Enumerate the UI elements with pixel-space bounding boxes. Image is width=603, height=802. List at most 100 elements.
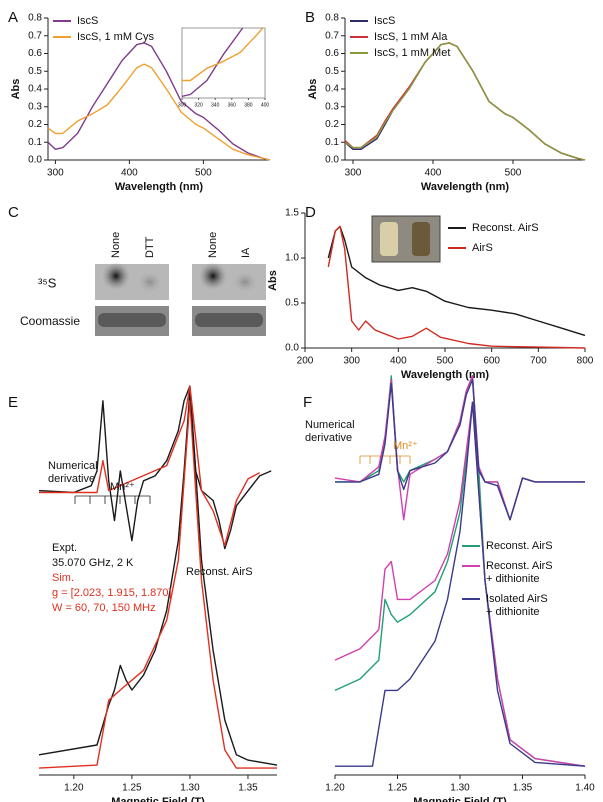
gel-band bbox=[98, 313, 166, 327]
x-axis-title: Wavelength (nm) bbox=[421, 181, 510, 193]
lane-label: None bbox=[207, 232, 219, 258]
y-tick-label: 0.5 bbox=[285, 298, 299, 309]
inset-frame bbox=[181, 27, 266, 99]
inset-x-tick-label: 400 bbox=[261, 102, 270, 108]
gel-band bbox=[102, 262, 130, 290]
panel-label: B bbox=[305, 9, 315, 26]
panel-label: A bbox=[8, 9, 18, 26]
gel-band bbox=[199, 262, 227, 290]
x-tick-label: 800 bbox=[577, 356, 594, 367]
marker-lines bbox=[74, 495, 151, 504]
inset-x-tick-label: 360 bbox=[228, 102, 237, 108]
y-tick-label: 0.5 bbox=[28, 66, 42, 77]
inset-x-tick-label: 300 bbox=[178, 102, 187, 108]
x-tick-label: 1.35 bbox=[513, 783, 533, 794]
y-tick-label: 0.0 bbox=[28, 155, 42, 166]
inset-x-tick-label: 320 bbox=[194, 102, 203, 108]
y-tick-label: 0.1 bbox=[28, 137, 42, 148]
x-tick-label: 1.25 bbox=[388, 783, 408, 794]
x-tick-label: 1.25 bbox=[122, 783, 142, 794]
series-line bbox=[334, 401, 586, 767]
photo-inset bbox=[371, 215, 441, 263]
x-axis-title: Wavelength (nm) bbox=[115, 181, 204, 193]
series-line bbox=[344, 42, 586, 161]
y-tick-label: 0.1 bbox=[325, 137, 339, 148]
y-tick-label: 0.3 bbox=[28, 101, 42, 112]
x-tick-label: 1.20 bbox=[64, 783, 84, 794]
lane-label: DTT bbox=[144, 236, 156, 258]
y-tick-label: 0.5 bbox=[325, 66, 339, 77]
x-tick-label: 300 bbox=[47, 168, 64, 179]
x-tick-label: 1.35 bbox=[238, 783, 258, 794]
lane-label: IA bbox=[240, 247, 252, 258]
x-tick-label: 1.30 bbox=[180, 783, 200, 794]
legend-label: IscS bbox=[374, 15, 395, 27]
legend-label: IscS, 1 mM Cys bbox=[77, 31, 155, 43]
series-line bbox=[334, 401, 586, 767]
y-tick-label: 0.6 bbox=[325, 48, 339, 59]
x-tick-label: 200 bbox=[297, 356, 314, 367]
row-label: Coomassie bbox=[20, 314, 80, 328]
series-line bbox=[344, 42, 586, 161]
legend-label: Reconst. AirS bbox=[486, 540, 553, 552]
panel-label: D bbox=[305, 204, 316, 221]
series-line bbox=[38, 400, 277, 769]
y-axis-title: Abs bbox=[10, 79, 22, 100]
x-tick-label: 500 bbox=[505, 168, 522, 179]
row-label: ³⁵S bbox=[38, 275, 57, 290]
legend-label: IscS, 1 mM Ala bbox=[374, 31, 448, 43]
series-line bbox=[39, 385, 260, 547]
x-tick-label: 1.30 bbox=[450, 783, 470, 794]
y-tick-label: 0.4 bbox=[28, 84, 42, 95]
series-line bbox=[335, 378, 585, 521]
legend-label: Reconst. AirS + dithionite bbox=[486, 560, 553, 585]
y-axis-title: Abs bbox=[307, 79, 319, 100]
inset-x-tick-label: 380 bbox=[244, 102, 253, 108]
x-tick-label: 700 bbox=[530, 356, 547, 367]
inset-x-tick-label: 340 bbox=[211, 102, 220, 108]
annotation: Reconst. AirS bbox=[186, 566, 253, 578]
panel-label: F bbox=[303, 394, 312, 411]
x-tick-label: 400 bbox=[390, 356, 407, 367]
gel-panel: C None DTT None IA ³⁵S Coomassie bbox=[8, 204, 266, 336]
legend-label: AirS bbox=[472, 242, 493, 254]
series-line bbox=[335, 401, 586, 767]
x-tick-label: 500 bbox=[437, 356, 454, 367]
x-tick-label: 300 bbox=[345, 168, 362, 179]
x-tick-label: 1.20 bbox=[325, 783, 345, 794]
y-tick-label: 0.3 bbox=[325, 101, 339, 112]
legend-label: IscS, 1 mM Met bbox=[374, 47, 450, 59]
x-axis-title: Magnetic Field (T) bbox=[413, 796, 507, 802]
marker-lines bbox=[359, 455, 411, 464]
hyperfine-marker bbox=[359, 455, 411, 464]
y-tick-label: 0.7 bbox=[325, 30, 339, 41]
annotation: Mn²⁺ bbox=[110, 481, 135, 493]
series-line bbox=[47, 42, 271, 161]
y-tick-label: 0.2 bbox=[28, 119, 42, 130]
y-axis-title: Abs bbox=[267, 270, 279, 291]
legend-label: IscS bbox=[77, 15, 98, 27]
gel-band bbox=[138, 272, 162, 292]
series-line bbox=[47, 63, 271, 161]
x-axis-title: Magnetic Field (T) bbox=[111, 796, 205, 802]
annotation: Numerical derivative bbox=[48, 460, 98, 485]
series-line bbox=[327, 225, 586, 349]
legend-label: Reconst. AirS bbox=[472, 222, 539, 234]
y-tick-label: 0.6 bbox=[28, 48, 42, 59]
series-line bbox=[182, 28, 244, 97]
y-tick-label: 0.7 bbox=[28, 30, 42, 41]
x-tick-label: 600 bbox=[483, 356, 500, 367]
x-tick-label: 300 bbox=[343, 356, 360, 367]
annotation: Expt. bbox=[52, 542, 77, 554]
y-tick-label: 0.4 bbox=[325, 84, 339, 95]
gel-band bbox=[195, 313, 263, 327]
annotation: 35.070 GHz, 2 K bbox=[52, 557, 134, 569]
series-line bbox=[327, 225, 586, 337]
series-line bbox=[344, 42, 586, 161]
y-tick-label: 0.0 bbox=[325, 155, 339, 166]
y-tick-label: 0.8 bbox=[28, 13, 42, 24]
legend-label: Isolated AirS + dithionite bbox=[486, 593, 548, 618]
y-tick-label: 0.8 bbox=[325, 13, 339, 24]
hyperfine-marker bbox=[74, 495, 151, 504]
